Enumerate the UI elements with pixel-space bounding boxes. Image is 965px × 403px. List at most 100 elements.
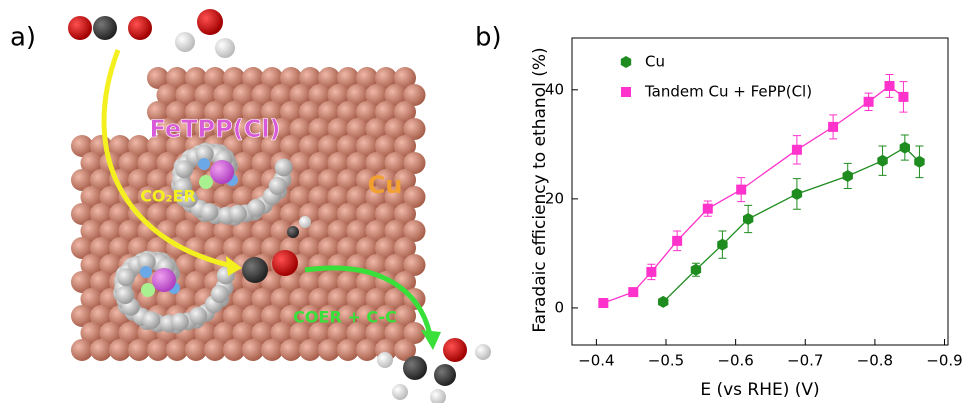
cu-atom — [394, 135, 416, 157]
cu-atom — [337, 67, 359, 89]
arrow-head — [226, 256, 242, 276]
cu-atom — [270, 220, 293, 242]
cu-atom — [185, 67, 207, 89]
cu-atom — [232, 288, 255, 310]
cu-atom — [318, 203, 340, 225]
cu-atom — [394, 67, 416, 89]
cu-atom — [128, 135, 150, 157]
y-tick-label: 0 — [554, 298, 564, 316]
cu-atom — [299, 67, 321, 89]
cu-atom — [156, 84, 179, 106]
legend-marker — [620, 56, 632, 68]
atom — [430, 389, 446, 403]
cu-atom — [356, 237, 378, 259]
cu-atom — [299, 169, 321, 191]
cu-atom — [346, 186, 369, 208]
atom — [93, 16, 117, 40]
marker — [702, 203, 713, 214]
marker — [877, 154, 888, 167]
cu-atom — [251, 152, 274, 174]
cu-atom — [99, 186, 122, 208]
marker — [717, 238, 728, 251]
cu-atom — [346, 220, 369, 242]
cu-atom — [80, 186, 103, 208]
atom — [197, 9, 223, 35]
cu-atom — [356, 67, 378, 89]
cu-atom — [232, 118, 255, 140]
cu-atom — [327, 152, 350, 174]
cu-atom — [327, 322, 350, 344]
cu-atom — [346, 322, 369, 344]
cu-atom — [308, 322, 331, 344]
cu-atom — [365, 118, 388, 140]
cu-atom — [213, 186, 236, 208]
cu-atom — [71, 271, 93, 293]
cu-atom — [403, 84, 426, 106]
illustration — [68, 9, 491, 403]
cu-atom — [71, 305, 93, 327]
cu-atom — [375, 169, 397, 191]
cu-atom — [318, 305, 340, 327]
cu-atom — [90, 339, 112, 361]
cu-atom — [299, 101, 321, 123]
cu-atom — [90, 203, 112, 225]
metal-label: Cu — [368, 171, 403, 199]
cu-atom — [403, 254, 426, 276]
cu-atom — [365, 322, 388, 344]
atom — [175, 32, 195, 52]
series-line — [662, 146, 920, 303]
cu-atom — [337, 237, 359, 259]
cu-atom — [356, 271, 378, 293]
marker — [899, 141, 911, 154]
cu-atom — [289, 322, 312, 344]
cu-atom — [232, 322, 255, 344]
iron — [210, 160, 234, 184]
cu-atom — [128, 169, 150, 191]
cu-atom — [213, 322, 236, 344]
cu-atom — [289, 118, 312, 140]
cu-atom — [384, 220, 407, 242]
atom — [287, 226, 299, 238]
cu-atom — [156, 186, 179, 208]
cu-atom — [356, 135, 378, 157]
atom — [215, 38, 235, 58]
chlorine — [141, 283, 155, 297]
cu-atom — [327, 186, 350, 208]
cu-atom — [242, 67, 264, 89]
cu-atom — [394, 169, 416, 191]
cu-atom — [384, 288, 407, 310]
cu-atom — [261, 305, 283, 327]
cu-atom — [80, 220, 103, 242]
cu-atom — [337, 339, 359, 361]
x-tick-label: −0.8 — [857, 352, 893, 370]
cu-atom — [289, 186, 312, 208]
x-tick-label: −0.9 — [926, 352, 962, 370]
porphyrin-atom — [268, 177, 287, 196]
cu-atom — [280, 101, 302, 123]
arrow — [304, 265, 433, 336]
nitrogen — [140, 266, 152, 278]
cu-atom — [166, 339, 188, 361]
nitrogen — [198, 158, 210, 170]
porphyrin-atom — [200, 203, 219, 222]
cu-atom — [71, 339, 93, 361]
cu-atom — [337, 271, 359, 293]
atom — [68, 16, 92, 40]
cu-atom — [308, 186, 331, 208]
cu-atom — [147, 169, 169, 191]
cu-atom — [204, 101, 226, 123]
cu-atom — [308, 220, 331, 242]
cu-atom — [90, 169, 112, 191]
cu-atom — [137, 186, 160, 208]
cu-atom — [394, 203, 416, 225]
cu-atom — [394, 305, 416, 327]
marker — [658, 295, 669, 308]
marker — [863, 96, 874, 107]
porphyrin-atom — [247, 198, 266, 217]
cu-atom — [327, 288, 350, 310]
cu-atom — [166, 135, 188, 157]
cu-atom — [318, 135, 340, 157]
cu-atom — [232, 84, 255, 106]
cu-atom — [251, 84, 274, 106]
step-label: CO₂ER — [140, 187, 196, 206]
